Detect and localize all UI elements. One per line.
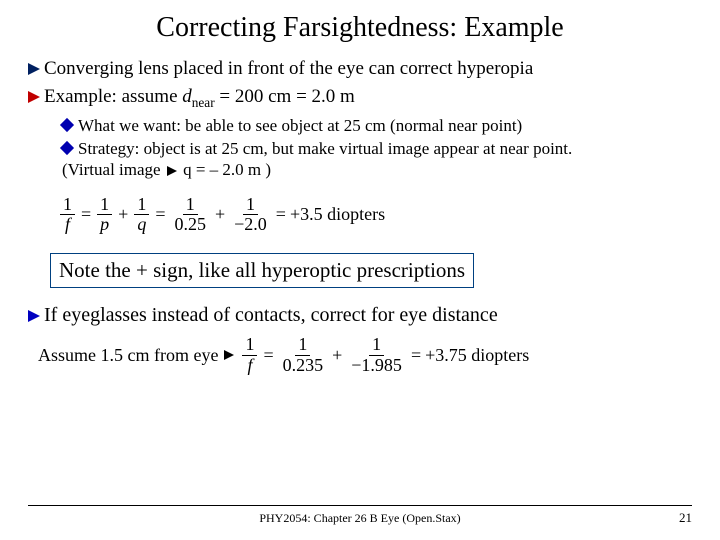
footer-text: PHY2054: Chapter 26 B Eye (Open.Stax): [0, 511, 720, 526]
eq-op: =: [81, 204, 91, 225]
frac-1p: 1p: [97, 195, 112, 236]
note-box: Note the + sign, like all hyperoptic pre…: [50, 253, 474, 288]
implies-icon: [224, 350, 234, 360]
sub-bullet-what: What we want: be able to see object at 2…: [62, 115, 692, 136]
bullet-rest: lens placed in front of the eye can corr…: [133, 58, 533, 79]
frac-1f: 1f: [242, 335, 257, 376]
sub-rest: we want: be able to see object at 25 cm …: [115, 116, 522, 135]
eq-op: =: [276, 204, 286, 225]
sub-bullet-strategy: Strategy: object is at 25 cm, but make v…: [62, 138, 692, 181]
diamond-icon: [60, 141, 74, 155]
equation-main: 1f = 1p + 1q = 10.25 + 1−2.0 = +3.5 diop…: [58, 195, 692, 236]
implies-icon: [167, 166, 177, 176]
frac-1q: 1q: [134, 195, 149, 236]
bullet-example: Example: assume dnear = 200 cm = 2.0 m: [28, 86, 692, 111]
page-title: Correcting Farsightedness: Example: [28, 12, 692, 44]
bullet-eyeglasses: If eyeglasses instead of contacts, corre…: [28, 304, 692, 327]
sub-lead: Strategy:: [78, 139, 139, 158]
frac-v1: 10.25: [171, 195, 209, 236]
eq-op: +: [118, 204, 128, 225]
bullet-lead: Converging: [44, 58, 133, 79]
page-number: 21: [679, 510, 692, 526]
eq-result: +3.5 diopters: [290, 204, 385, 225]
var-d: d: [182, 86, 192, 107]
frac-v2: 1−1.985: [348, 335, 405, 376]
sub-rest1: object is at 25 cm, but make virtual ima…: [139, 139, 572, 158]
sub-rest2-pre: (Virtual image: [62, 160, 165, 179]
slide: Correcting Farsightedness: Example Conve…: [0, 0, 720, 540]
sub-near: near: [192, 95, 215, 110]
frac-1f: 1f: [60, 195, 75, 236]
bullet-lead: If: [44, 304, 57, 326]
eq-op: =: [263, 345, 273, 366]
sub-rest2-post: q = – 2.0 m ): [179, 160, 271, 179]
arrow-icon: [28, 310, 40, 322]
bullet-rest-post: = 200 cm = 2.0 m: [215, 86, 355, 107]
footer-rule: [28, 505, 692, 506]
eq-op: +: [332, 345, 342, 366]
bullet-rest-pre: assume: [117, 86, 182, 107]
diamond-icon: [60, 118, 74, 132]
bullet-converging: Converging lens placed in front of the e…: [28, 58, 692, 80]
eq2-prefix: Assume 1.5 cm from eye: [38, 345, 218, 366]
frac-v1: 10.235: [280, 335, 327, 376]
frac-v2: 1−2.0: [231, 195, 270, 236]
arrow-icon: [28, 63, 40, 75]
eq-result: +3.75 diopters: [425, 345, 529, 366]
arrow-icon: [28, 91, 40, 103]
eq-op: +: [215, 204, 225, 225]
bullet-lead: Example:: [44, 86, 117, 107]
bullet-rest: eyeglasses instead of contacts, correct …: [57, 304, 497, 326]
equation-eyeglass: Assume 1.5 cm from eye 1f = 10.235 + 1−1…: [38, 335, 692, 376]
eq-op: =: [155, 204, 165, 225]
sub-lead: What: [78, 116, 115, 135]
eq-op: =: [411, 345, 421, 366]
